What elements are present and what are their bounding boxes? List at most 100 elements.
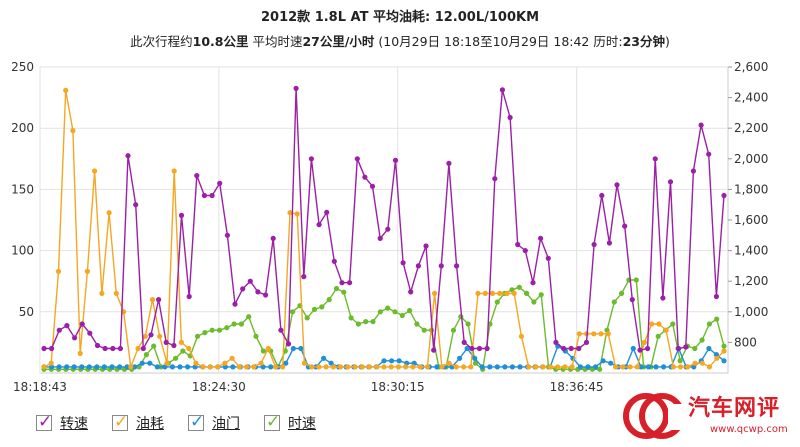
data-point-3 (216, 327, 223, 333)
rpm-checkbox[interactable] (36, 412, 52, 432)
data-point-0 (41, 345, 47, 352)
data-point-1 (714, 355, 720, 361)
data-point-2 (721, 358, 727, 364)
data-point-0 (484, 345, 490, 352)
watermark-brand: 汽车网评 (688, 396, 781, 421)
data-point-3 (524, 290, 530, 296)
data-point-1 (157, 333, 163, 339)
data-point-0 (454, 263, 460, 269)
y-right-tick-label: 1,800 (734, 182, 768, 196)
chart-title: 2012款 1.8L AT 平均油耗: 12.00L/100KM (260, 10, 539, 25)
data-point-0 (599, 192, 605, 199)
data-point-0 (637, 347, 643, 353)
data-point-3 (202, 330, 208, 336)
data-point-0 (331, 258, 337, 264)
data-point-1 (569, 364, 575, 370)
data-point-3 (355, 321, 361, 327)
data-point-2 (389, 358, 395, 364)
data-point-1 (511, 290, 517, 296)
data-point-0 (698, 122, 704, 128)
data-point-3 (414, 321, 420, 327)
data-point-1 (591, 331, 597, 337)
data-point-3 (194, 333, 201, 339)
fuel-checkbox[interactable] (112, 412, 128, 432)
data-point-1 (388, 364, 394, 370)
data-point-3 (319, 304, 325, 310)
data-point-1 (352, 364, 358, 370)
data-point-1 (193, 360, 199, 366)
data-point-0 (362, 174, 368, 180)
data-point-0 (522, 248, 528, 254)
y-left-tick-label: 200 (11, 121, 34, 135)
legend-item-throttle[interactable]: 油门 (188, 412, 240, 433)
data-point-1 (468, 364, 474, 370)
data-point-0 (392, 157, 399, 163)
data-point-3 (246, 314, 252, 320)
data-point-1 (432, 290, 438, 296)
data-point-3 (231, 321, 237, 327)
data-point-0 (461, 339, 467, 345)
data-point-0 (408, 289, 414, 295)
data-point-2 (79, 364, 85, 370)
data-point-1 (366, 364, 373, 370)
x-tick-label: 18:18:43 (13, 380, 67, 394)
data-point-0 (194, 173, 200, 179)
data-point-1 (627, 364, 633, 370)
y-right-tick-label: 2,200 (734, 121, 768, 135)
legend-label-throttle: 油门 (212, 416, 240, 432)
data-point-3 (363, 319, 369, 325)
data-point-2 (464, 345, 470, 352)
throttle-checkbox[interactable] (188, 412, 204, 432)
data-point-2 (593, 364, 599, 370)
data-point-1 (670, 364, 677, 370)
watermark: 汽车网评 www.qcwp.com (620, 384, 800, 447)
data-point-0 (247, 278, 253, 284)
watermark-url: www.qcwp.com (710, 424, 788, 435)
data-point-3 (597, 366, 603, 372)
data-point-3 (692, 345, 698, 352)
data-point-1 (251, 364, 257, 370)
data-point-3 (472, 360, 478, 366)
data-point-2 (600, 358, 606, 364)
data-point-1 (605, 331, 611, 337)
data-point-0 (293, 85, 299, 91)
data-point-2 (487, 364, 493, 370)
data-point-2 (585, 364, 591, 370)
data-point-3 (209, 327, 215, 333)
data-point-2 (177, 364, 183, 370)
data-point-0 (209, 192, 215, 199)
data-point-3 (238, 321, 244, 327)
data-point-0 (263, 292, 269, 298)
data-point-3 (333, 285, 340, 292)
data-point-1 (359, 364, 365, 370)
data-point-1 (309, 364, 315, 370)
data-point-1 (229, 355, 235, 361)
data-point-0 (438, 263, 444, 269)
data-point-3 (670, 321, 676, 327)
data-point-0 (79, 321, 85, 327)
data-point-1 (685, 364, 691, 370)
data-point-2 (653, 364, 659, 370)
legend-item-fuel[interactable]: 油耗 (112, 412, 164, 433)
data-point-0 (553, 339, 559, 345)
data-point-1 (164, 360, 170, 366)
data-point-2 (577, 364, 584, 370)
data-point-1 (526, 364, 532, 370)
data-point-2 (124, 364, 130, 370)
data-point-1 (453, 364, 459, 370)
data-point-1 (395, 364, 402, 370)
data-point-2 (268, 364, 274, 370)
legend-label-rpm: 转速 (60, 416, 88, 432)
data-point-0 (110, 345, 116, 352)
data-point-1 (475, 290, 481, 296)
data-point-1 (207, 364, 213, 370)
speed-checkbox[interactable] (264, 412, 280, 432)
legend-item-speed[interactable]: 时速 (264, 412, 316, 433)
data-point-1 (439, 364, 445, 370)
data-point-1 (316, 364, 322, 370)
data-point-1 (200, 364, 206, 370)
legend-item-rpm[interactable]: 转速 (36, 412, 88, 433)
data-point-2 (509, 364, 515, 370)
data-point-1 (533, 364, 539, 370)
data-point-1 (244, 364, 250, 370)
